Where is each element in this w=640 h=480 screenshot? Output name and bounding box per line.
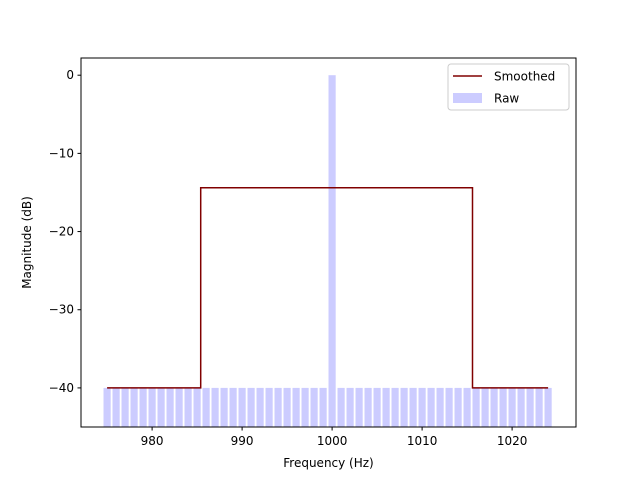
raw-bar (337, 387, 345, 427)
raw-bar (238, 387, 246, 427)
raw-bar (382, 387, 390, 427)
raw-bar (130, 387, 138, 427)
raw-bar (346, 387, 354, 427)
raw-bar (418, 387, 426, 427)
raw-bar (202, 387, 210, 427)
raw-bar (373, 387, 381, 427)
raw-bar (391, 387, 399, 427)
raw-bar (139, 387, 147, 427)
legend-label-raw: Raw (494, 92, 519, 106)
x-axis-label: Frequency (Hz) (283, 456, 374, 470)
raw-bar (472, 387, 480, 427)
legend-patch-icon (453, 93, 482, 103)
raw-bar (490, 387, 498, 427)
raw-bar (220, 387, 228, 427)
raw-bar (517, 387, 525, 427)
raw-bar (526, 387, 534, 427)
raw-bar (463, 387, 471, 427)
raw-bar (499, 387, 507, 427)
raw-bar (283, 387, 291, 427)
raw-bar (148, 387, 156, 427)
raw-bar (121, 387, 129, 427)
legend-label-smoothed: Smoothed (494, 70, 555, 84)
raw-bar (175, 387, 183, 427)
raw-bar (436, 387, 444, 427)
raw-bar (409, 387, 417, 427)
raw-bar (166, 387, 174, 427)
x-tick-label: 980 (141, 434, 164, 448)
raw-bar (274, 387, 282, 427)
raw-bars (103, 75, 552, 427)
x-axis: 980 990 1000 1010 1020 (141, 427, 528, 448)
smoothed-line (107, 187, 549, 389)
raw-bar (544, 387, 552, 427)
y-tick-label: −30 (49, 303, 74, 317)
raw-bar (427, 387, 435, 427)
x-tick-label: 1020 (497, 434, 528, 448)
x-tick-label: 990 (231, 434, 254, 448)
axes-frame (80, 57, 577, 428)
y-tick-label: 0 (66, 68, 74, 82)
raw-bar (445, 387, 453, 427)
y-axis: 0 −10 −20 −30 −40 (49, 68, 81, 395)
raw-bar (364, 387, 372, 427)
raw-bar (454, 387, 462, 427)
raw-bar (247, 387, 255, 427)
x-tick-label: 1000 (317, 434, 348, 448)
raw-bar (301, 387, 309, 427)
raw-bar (508, 387, 516, 427)
raw-bar (481, 387, 489, 427)
y-tick-label: −10 (49, 146, 74, 160)
raw-bar (355, 387, 363, 427)
raw-bar (229, 387, 237, 427)
raw-bar (292, 387, 300, 427)
raw-bar (184, 387, 192, 427)
raw-bar (319, 387, 327, 427)
raw-bar (157, 387, 165, 427)
y-axis-label: Magnitude (dB) (20, 196, 34, 289)
legend: Smoothed Raw (447, 63, 570, 111)
raw-bar (193, 387, 201, 427)
raw-bar (103, 387, 111, 427)
x-tick-label: 1010 (407, 434, 438, 448)
y-tick-label: −20 (49, 225, 74, 239)
y-tick-label: −40 (49, 381, 74, 395)
raw-bar (265, 387, 273, 427)
raw-bar (535, 387, 543, 427)
raw-bar (211, 387, 219, 427)
raw-bar (400, 387, 408, 427)
raw-bar (256, 387, 264, 427)
raw-bar (310, 387, 318, 427)
raw-bar (112, 387, 120, 427)
raw-bar (328, 75, 336, 427)
